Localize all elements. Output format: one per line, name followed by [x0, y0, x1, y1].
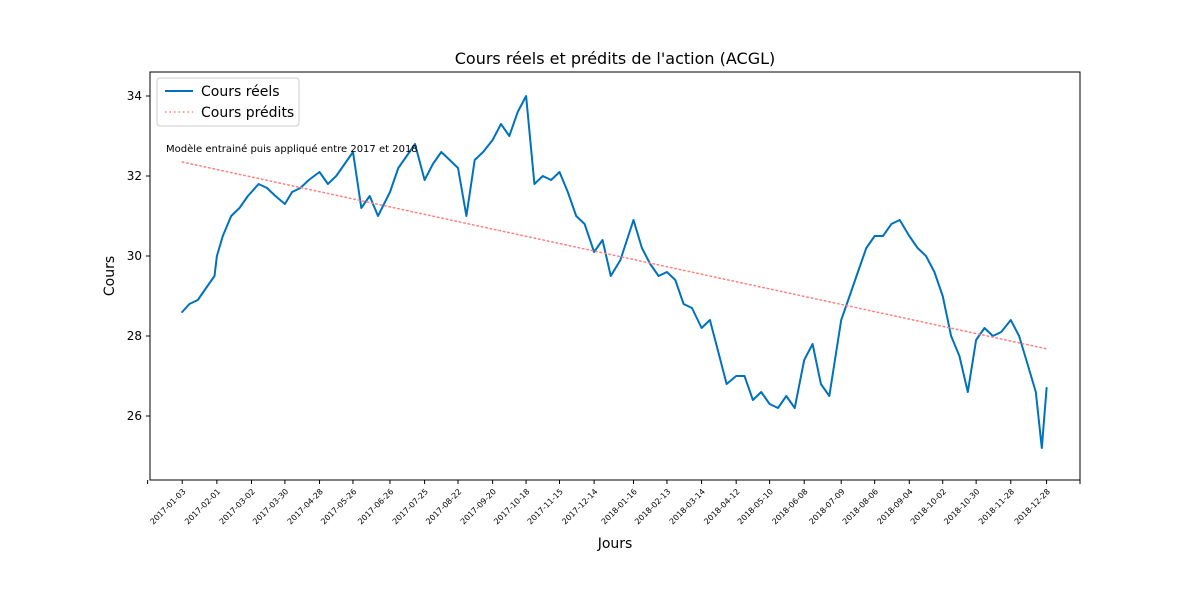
y-tick-label: 28: [127, 329, 142, 343]
y-tick-label: 30: [127, 249, 142, 263]
legend-label-predicted: Cours prédits: [201, 105, 294, 121]
chart-annotation: Modèle entrainé puis appliqué entre 2017…: [166, 143, 418, 155]
series-line-predicted: [181, 161, 1048, 350]
y-axis: 26 28 30 32 34: [127, 89, 150, 423]
x-axis-label: Jours: [597, 536, 633, 552]
legend-label-actual: Cours réels: [201, 84, 280, 100]
chart-title: Cours réels et prédits de l'action (ACGL…: [455, 49, 776, 68]
plot-area: [149, 71, 1081, 481]
legend: Cours réels Cours prédits: [156, 77, 300, 127]
y-tick-label: 26: [127, 409, 142, 423]
y-tick-label: 34: [127, 89, 142, 103]
series-lines: [181, 95, 1048, 449]
y-tick-label: 32: [127, 169, 142, 183]
series-line-actual: [181, 95, 1048, 449]
y-axis-label: Cours: [102, 256, 118, 296]
